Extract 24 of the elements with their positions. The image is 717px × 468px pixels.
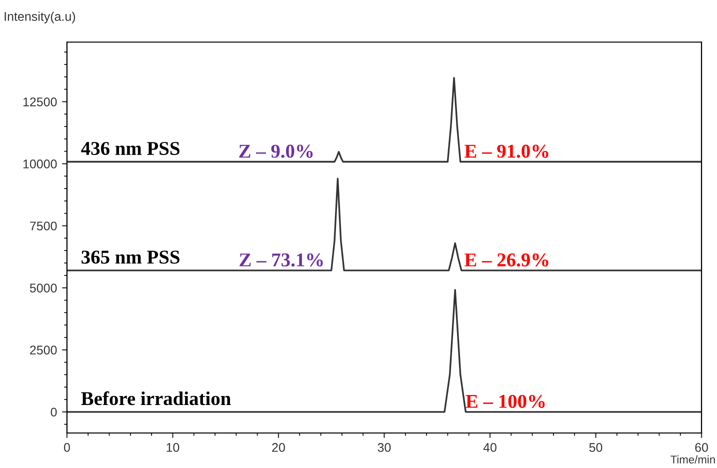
x-tick-label: 30 <box>378 443 391 452</box>
series-label: 436 nm PSS <box>81 142 180 156</box>
y-axis-title: Intensity(a.u) <box>4 12 76 24</box>
x-tick-label: 10 <box>166 443 180 452</box>
annotation: Z – 73.1% <box>240 253 323 267</box>
x-tick-label: 20 <box>272 443 285 452</box>
annotation: E – 100% <box>466 394 545 408</box>
y-tick-label: 12500 <box>23 97 57 106</box>
y-tick-label: 0 <box>50 408 57 417</box>
y-tick-label: 7500 <box>30 222 57 230</box>
annotation: E – 26.9% <box>464 253 548 267</box>
y-tick-label: 10000 <box>23 160 57 168</box>
series-label: Before irradiation <box>81 391 231 406</box>
annotation: E – 91.0% <box>464 144 548 158</box>
y-tick-label: 5000 <box>30 284 57 292</box>
x-tick-label: 40 <box>483 443 496 452</box>
x-tick-label: 50 <box>589 443 602 452</box>
annotation: Z – 9.0% <box>239 144 313 158</box>
x-axis-title: Time/min <box>670 455 715 464</box>
line-series <box>66 178 702 272</box>
y-tick-label: 2500 <box>30 346 57 355</box>
x-tick-label: 0 <box>64 443 70 452</box>
x-tick-label: 60 <box>695 443 708 452</box>
series-label: 365 nm PSS <box>82 250 180 264</box>
